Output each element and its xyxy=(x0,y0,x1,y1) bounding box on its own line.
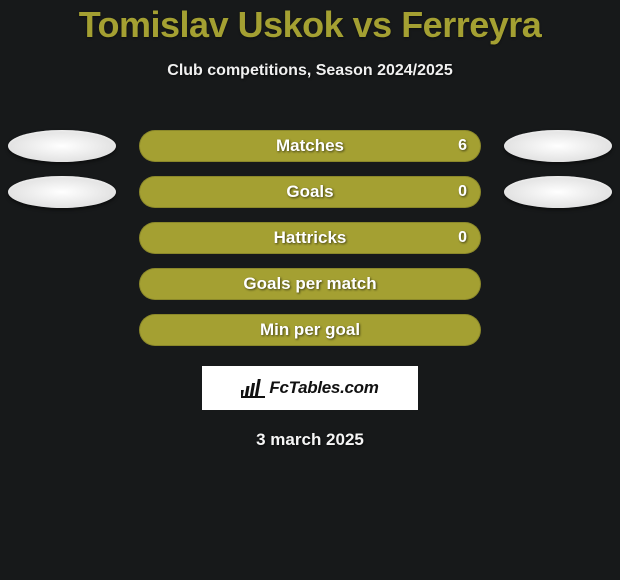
stat-label: Min per goal xyxy=(260,320,360,340)
stat-row-min-per-goal: Min per goal xyxy=(0,314,620,346)
stat-label: Hattricks xyxy=(274,228,347,248)
stat-value: 0 xyxy=(458,183,467,201)
stat-row-goals-per-match: Goals per match xyxy=(0,268,620,300)
source-logo[interactable]: FcTables.com xyxy=(202,366,418,410)
stat-row-hattricks: Hattricks 0 xyxy=(0,222,620,254)
stat-value: 6 xyxy=(458,137,467,155)
stat-row-matches: Matches 6 xyxy=(0,130,620,162)
bar-chart-icon xyxy=(241,378,265,398)
left-player-icon xyxy=(8,130,116,162)
logo-text: FcTables.com xyxy=(269,378,378,398)
stat-label: Goals per match xyxy=(243,274,376,294)
stat-row-goals: Goals 0 xyxy=(0,176,620,208)
stat-label: Matches xyxy=(276,136,344,156)
page-title: Tomislav Uskok vs Ferreyra xyxy=(79,4,542,46)
stat-bar: Goals per match xyxy=(139,268,481,300)
report-date: 3 march 2025 xyxy=(256,430,364,450)
stat-label: Goals xyxy=(286,182,333,202)
left-player-icon xyxy=(8,176,116,208)
stat-bar: Matches 6 xyxy=(139,130,481,162)
stat-bar: Min per goal xyxy=(139,314,481,346)
logo-inner: FcTables.com xyxy=(241,378,378,398)
stat-bar: Hattricks 0 xyxy=(139,222,481,254)
stats-list: Matches 6 Goals 0 Hattricks 0 Goals per … xyxy=(0,130,620,346)
stat-bar: Goals 0 xyxy=(139,176,481,208)
right-player-icon xyxy=(504,130,612,162)
right-player-icon xyxy=(504,176,612,208)
comparison-container: Tomislav Uskok vs Ferreyra Club competit… xyxy=(0,0,620,450)
page-subtitle: Club competitions, Season 2024/2025 xyxy=(167,62,452,80)
stat-value: 0 xyxy=(458,229,467,247)
